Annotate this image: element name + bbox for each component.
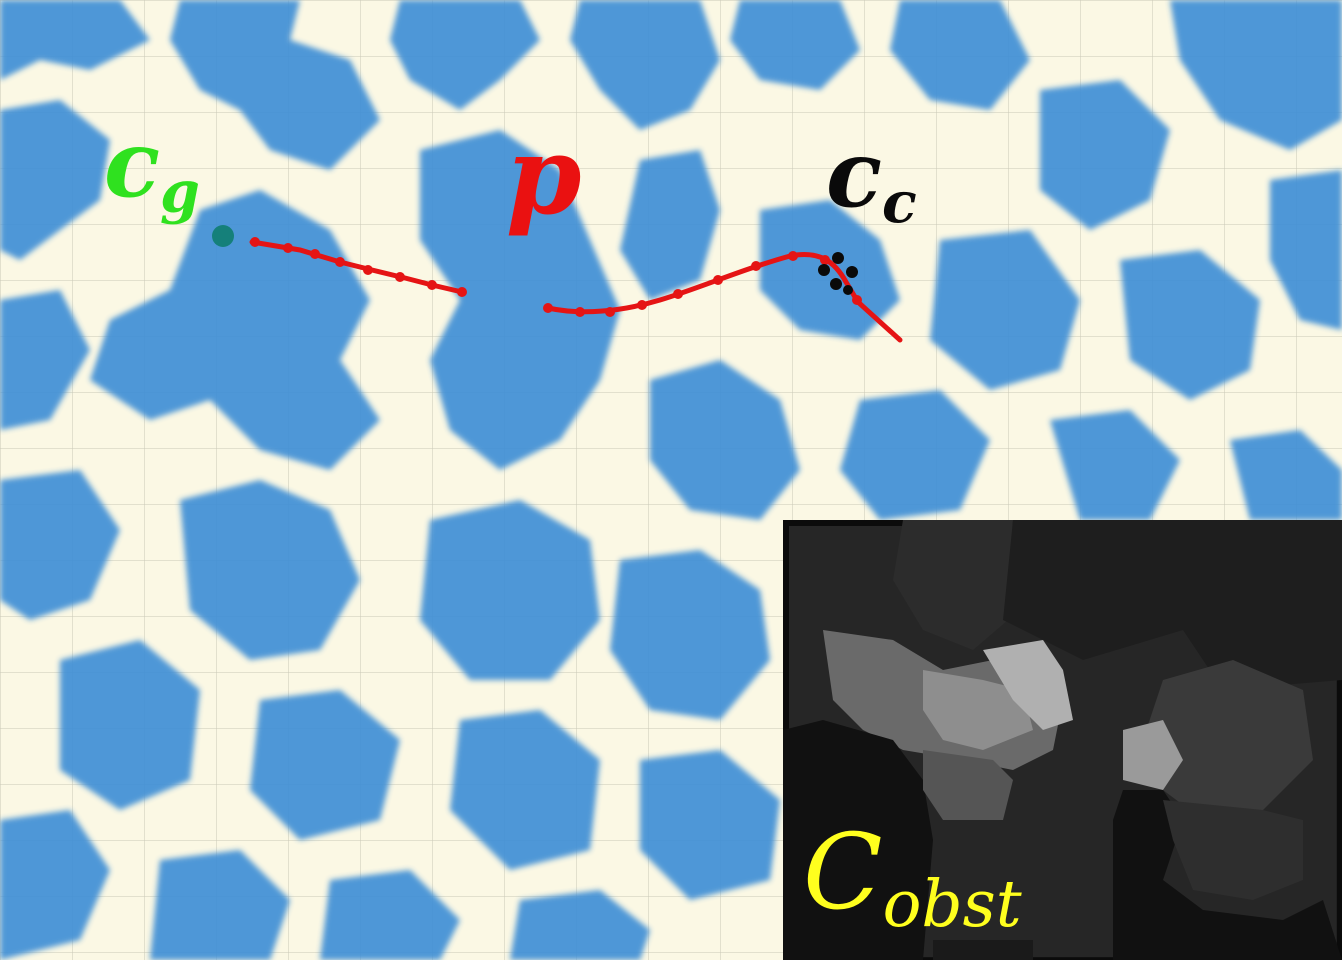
cost-image xyxy=(783,520,1342,960)
cost-label: Cobst xyxy=(803,811,1022,943)
obstacle-cost-inset: Cobst xyxy=(783,520,1342,960)
goal-label: cg xyxy=(104,110,200,226)
path-waypoints xyxy=(250,237,862,317)
drone-icon xyxy=(818,252,858,295)
teal-sphere-icon xyxy=(212,225,234,247)
path-label: p xyxy=(506,113,582,239)
current-label: cc xyxy=(826,120,917,236)
planned-path xyxy=(249,237,903,343)
